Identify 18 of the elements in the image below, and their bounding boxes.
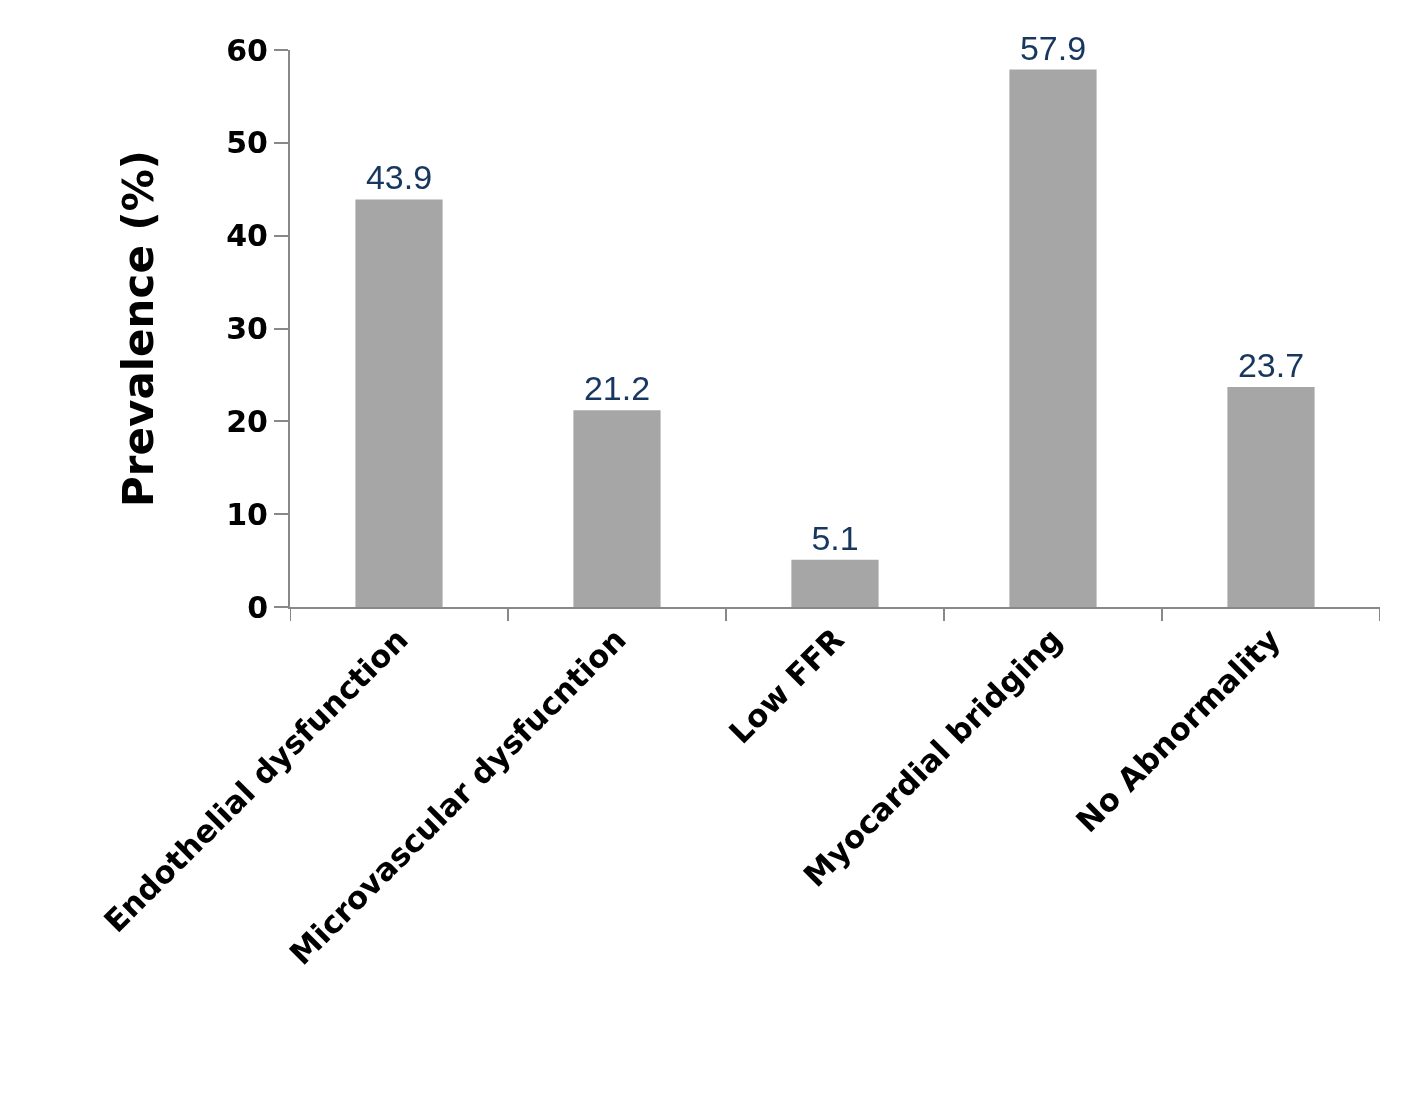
data-label: 5.1 [811, 518, 859, 557]
bar [573, 410, 661, 607]
y-tick-label: 0 [247, 589, 268, 625]
bar [1009, 69, 1097, 607]
bar [1227, 386, 1315, 607]
y-tick-label: 60 [226, 32, 268, 68]
bar [355, 199, 443, 607]
bar [791, 559, 879, 607]
data-label: 21.2 [583, 369, 651, 408]
y-tick-label: 20 [226, 403, 268, 439]
data-label: 57.9 [1019, 28, 1087, 67]
y-tick-label: 10 [226, 496, 268, 532]
y-axis-title: Prevalence (%) [113, 150, 163, 507]
y-tick-label: 50 [226, 125, 268, 161]
data-label: 43.9 [365, 158, 433, 197]
y-tick-label: 30 [226, 311, 268, 346]
y-tick-label: 40 [226, 218, 268, 254]
data-label: 23.7 [1237, 345, 1305, 384]
